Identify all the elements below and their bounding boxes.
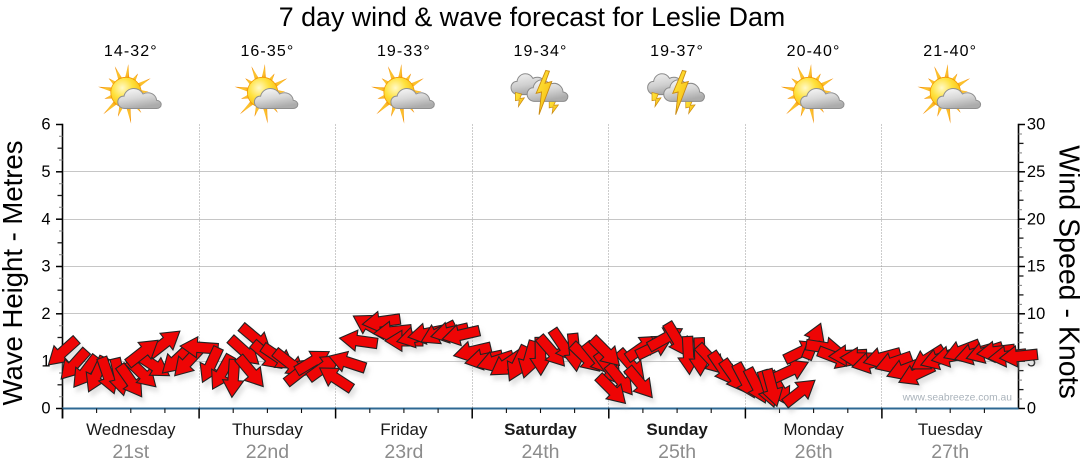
- svg-text:1: 1: [41, 352, 50, 370]
- svg-text:14-32°: 14-32°: [104, 43, 158, 60]
- svg-text:0: 0: [41, 400, 50, 418]
- svg-text:Friday: Friday: [380, 420, 428, 439]
- svg-text:16-35°: 16-35°: [240, 43, 294, 60]
- svg-text:19-37°: 19-37°: [650, 43, 704, 60]
- svg-text:Monday: Monday: [783, 420, 844, 439]
- svg-text:www.seabreeze.com.au: www.seabreeze.com.au: [902, 393, 1013, 404]
- svg-text:21-40°: 21-40°: [923, 43, 977, 60]
- svg-text:7 day wind & wave forecast for: 7 day wind & wave forecast for Leslie Da…: [279, 2, 785, 32]
- svg-text:6: 6: [41, 116, 50, 134]
- svg-text:Wave Height - Metres: Wave Height - Metres: [0, 141, 28, 406]
- svg-text:21st: 21st: [112, 441, 149, 463]
- svg-text:27th: 27th: [931, 441, 969, 463]
- svg-text:20-40°: 20-40°: [787, 43, 841, 60]
- svg-text:24th: 24th: [522, 441, 560, 463]
- svg-text:4: 4: [41, 210, 50, 228]
- svg-text:Wind Speed - Knots: Wind Speed - Knots: [1053, 145, 1080, 398]
- svg-text:22nd: 22nd: [246, 441, 289, 463]
- svg-text:23rd: 23rd: [384, 441, 423, 463]
- svg-text:25: 25: [1027, 163, 1045, 181]
- svg-text:2: 2: [41, 305, 50, 323]
- svg-text:0: 0: [1027, 400, 1036, 418]
- svg-text:Wednesday: Wednesday: [86, 420, 176, 439]
- svg-text:19-34°: 19-34°: [514, 43, 568, 60]
- svg-text:Saturday: Saturday: [504, 420, 577, 439]
- svg-text:Sunday: Sunday: [646, 420, 708, 439]
- svg-text:10: 10: [1027, 305, 1045, 323]
- svg-text:30: 30: [1027, 116, 1045, 134]
- svg-text:3: 3: [41, 258, 50, 276]
- svg-text:25th: 25th: [658, 441, 696, 463]
- svg-text:Tuesday: Tuesday: [918, 420, 983, 439]
- svg-text:15: 15: [1027, 258, 1045, 276]
- svg-text:26th: 26th: [795, 441, 833, 463]
- svg-text:20: 20: [1027, 210, 1045, 228]
- svg-text:Thursday: Thursday: [232, 420, 303, 439]
- svg-text:5: 5: [41, 163, 50, 181]
- svg-text:19-33°: 19-33°: [377, 43, 431, 60]
